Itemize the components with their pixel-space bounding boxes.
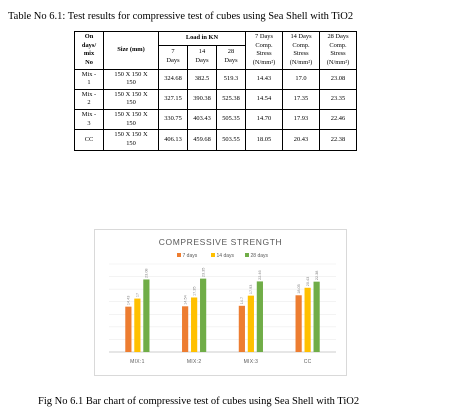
cell-stress-14: 17.93 xyxy=(282,109,320,131)
cell-load-7: 406.13 xyxy=(158,129,188,151)
header-load-14: 14 Days xyxy=(187,44,217,70)
legend-swatch xyxy=(211,253,215,257)
results-table: On days/mix No Size (mm) Load in KN 7 Days… xyxy=(74,31,357,151)
cell-size: 150 X 150 X 150 xyxy=(103,88,159,111)
cell-size: 150 X 150 X 150 xyxy=(103,109,159,131)
cell-stress-7: 14.54 xyxy=(245,88,283,111)
category-label: MIX:2 xyxy=(187,359,202,365)
legend-label: 14 days xyxy=(217,253,235,259)
bar xyxy=(191,297,198,352)
chart-x-labels: MIX:1 MIX:2 MIX:3 CC xyxy=(130,359,312,365)
cell-load-28: 505.35 xyxy=(216,109,246,131)
data-label: 18.05 xyxy=(297,284,301,294)
legend-swatch xyxy=(245,253,249,257)
cell-size: 150 X 150 X 150 xyxy=(103,68,159,90)
cell-load-7: 324.68 xyxy=(158,68,188,90)
cell-stress-14: 17.0 xyxy=(282,68,320,90)
data-label: 17.93 xyxy=(249,285,253,295)
legend-label: 28 days xyxy=(251,253,269,259)
category-label: MIX:1 xyxy=(130,359,145,365)
cell-stress-14: 20.43 xyxy=(282,129,320,151)
legend-swatch xyxy=(177,253,181,257)
cell-load-14: 390.38 xyxy=(187,88,217,111)
legend-label: 7 days xyxy=(183,253,198,259)
chart-bars: 14.43 17 23.08 14.54 17.35 23.35 14.7 17.93 22.4… xyxy=(125,268,320,352)
cell-mix: Mix -3 xyxy=(74,109,104,131)
cell-load-28: 519.3 xyxy=(216,68,246,90)
cell-mix: CC xyxy=(74,129,104,151)
category-label: CC xyxy=(304,359,312,365)
data-label: 22.38 xyxy=(315,271,319,281)
bar-chart-svg: COMPRESSIVE STRENGTH 7 days 14 days 28 day… xyxy=(109,237,336,365)
data-label: 17.35 xyxy=(192,286,196,296)
cell-load-14: 403.43 xyxy=(187,109,217,131)
cell-stress-7: 14.70 xyxy=(245,109,283,131)
bar-chart: COMPRESSIVE STRENGTH 7 days 14 days 28 day… xyxy=(94,229,347,376)
header-size: Size (mm) xyxy=(103,31,159,70)
cell-stress-7: 18.05 xyxy=(245,129,283,151)
cell-load-28: 503.55 xyxy=(216,129,246,151)
table-row: Mix -1 150 X 150 X 150 324.68 382.5 519.3… xyxy=(74,68,357,90)
data-label: 14.43 xyxy=(127,296,131,306)
bar xyxy=(182,306,189,352)
cell-size: 150 X 150 X 150 xyxy=(103,129,159,151)
data-label: 23.08 xyxy=(145,268,149,278)
chart-grid xyxy=(109,263,336,353)
header-load-28: 28 Days xyxy=(216,44,246,70)
bar xyxy=(238,305,245,352)
table-caption: Table No 6.1: Test results for compressi… xyxy=(8,11,354,22)
cell-mix: Mix -2 xyxy=(74,88,104,111)
bar xyxy=(143,279,150,352)
cell-stress-7: 14.43 xyxy=(245,68,283,90)
category-label: MIX:3 xyxy=(244,359,259,365)
header-stress-28: 28 Days Comp. Stress (N/mm²) xyxy=(319,31,357,70)
data-label: 14.54 xyxy=(183,295,187,305)
header-load-7: 7 Days xyxy=(158,44,188,70)
bar xyxy=(313,281,320,352)
table-row: Mix -2 150 X 150 X 150 327.15 390.38 525.… xyxy=(74,88,357,111)
bar xyxy=(256,281,263,352)
bar xyxy=(295,295,302,352)
figure-caption: Fig No 6.1 Bar chart of compressive test… xyxy=(38,396,360,407)
data-label: 20.43 xyxy=(306,277,310,287)
cell-stress-14: 17.35 xyxy=(282,88,320,111)
chart-title: COMPRESSIVE STRENGTH xyxy=(159,237,282,247)
header-mix-no: On days/mix No xyxy=(74,31,104,70)
cell-load-14: 382.5 xyxy=(187,68,217,90)
bar xyxy=(304,287,311,352)
bar xyxy=(200,278,207,352)
cell-load-28: 525.38 xyxy=(216,88,246,111)
cell-mix: Mix -1 xyxy=(74,68,104,90)
cell-stress-28: 23.35 xyxy=(319,88,357,111)
header-stress-7: 7 Days Comp. Stress (N/mm²) xyxy=(245,31,283,70)
cell-load-7: 327.15 xyxy=(158,88,188,111)
cell-stress-28: 22.38 xyxy=(319,129,357,151)
cell-stress-28: 22.46 xyxy=(319,109,357,131)
bar xyxy=(247,295,254,352)
cell-load-14: 459.68 xyxy=(187,129,217,151)
data-label: 22.46 xyxy=(258,270,262,280)
data-label: 23.35 xyxy=(201,268,205,278)
data-label: 14.7 xyxy=(240,297,244,304)
header-load-group: Load in KN xyxy=(158,31,246,46)
header-stress-14: 14 Days Comp. Stress (N/mm²) xyxy=(282,31,320,70)
bar xyxy=(125,306,132,352)
chart-legend: 7 days 14 days 28 days xyxy=(177,253,269,259)
data-label: 17 xyxy=(136,293,140,297)
cell-stress-28: 23.08 xyxy=(319,68,357,90)
bar xyxy=(134,298,141,352)
table-row: Mix -3 150 X 150 X 150 330.75 403.43 505.… xyxy=(74,109,357,131)
cell-load-7: 330.75 xyxy=(158,109,188,131)
table-row: CC 150 X 150 X 150 406.13 459.68 503.55 1… xyxy=(74,129,357,151)
